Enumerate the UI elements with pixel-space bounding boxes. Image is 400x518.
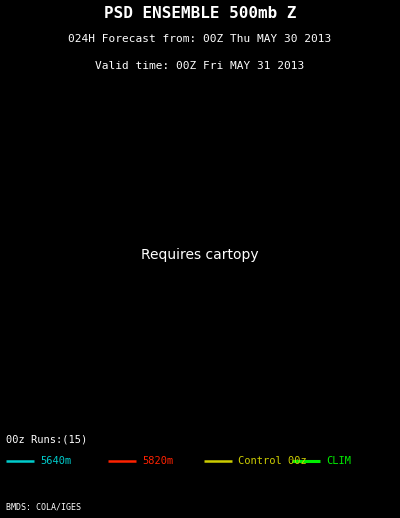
Text: 5820m: 5820m bbox=[142, 455, 173, 466]
Text: Valid time: 00Z Fri MAY 31 2013: Valid time: 00Z Fri MAY 31 2013 bbox=[95, 61, 305, 71]
Text: Control 00z: Control 00z bbox=[238, 455, 307, 466]
Text: BMDS: COLA/IGES: BMDS: COLA/IGES bbox=[6, 502, 81, 512]
Text: PSD ENSEMBLE 500mb Z: PSD ENSEMBLE 500mb Z bbox=[104, 6, 296, 21]
Text: 024H Forecast from: 00Z Thu MAY 30 2013: 024H Forecast from: 00Z Thu MAY 30 2013 bbox=[68, 34, 332, 44]
Text: 00z Runs:(15): 00z Runs:(15) bbox=[6, 434, 87, 444]
Text: Requires cartopy: Requires cartopy bbox=[141, 248, 259, 262]
Text: CLIM: CLIM bbox=[326, 455, 351, 466]
Text: 5640m: 5640m bbox=[40, 455, 71, 466]
